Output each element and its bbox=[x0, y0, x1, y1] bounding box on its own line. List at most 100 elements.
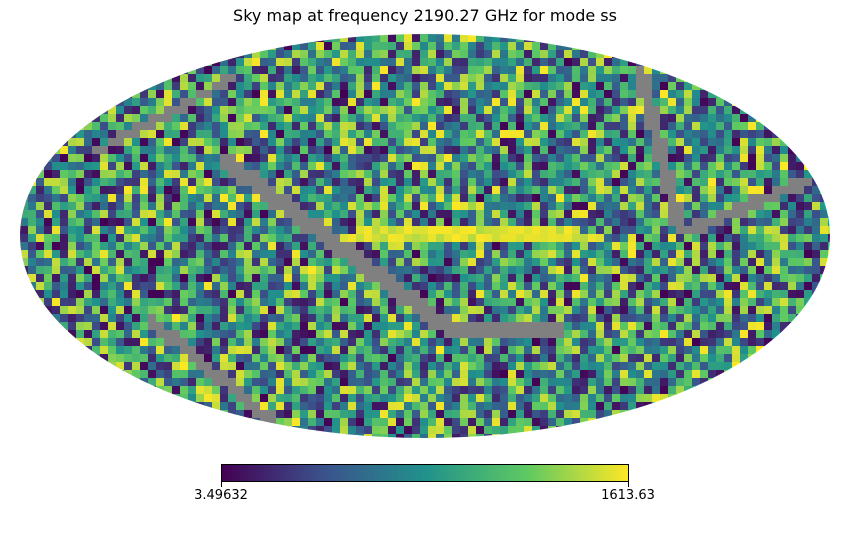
sky-pixel bbox=[548, 50, 557, 59]
sky-pixel bbox=[228, 122, 237, 131]
sky-pixel bbox=[124, 346, 133, 355]
sky-pixel bbox=[588, 170, 597, 179]
masked-pixel bbox=[356, 266, 365, 275]
masked-pixel bbox=[676, 218, 685, 227]
sky-pixel bbox=[396, 394, 405, 403]
sky-pixel bbox=[340, 170, 349, 179]
sky-pixel bbox=[612, 186, 621, 195]
sky-pixel bbox=[436, 346, 445, 355]
sky-pixel bbox=[276, 394, 285, 403]
sky-pixel bbox=[324, 258, 333, 267]
sky-pixel bbox=[340, 378, 349, 387]
sky-pixel bbox=[228, 322, 237, 331]
sky-pixel bbox=[740, 194, 749, 203]
sky-pixel bbox=[764, 242, 773, 251]
sky-pixel bbox=[516, 282, 525, 291]
sky-pixel bbox=[540, 266, 549, 275]
sky-pixel bbox=[372, 306, 381, 315]
sky-pixel bbox=[732, 354, 741, 363]
sky-pixel bbox=[492, 122, 501, 131]
sky-pixel bbox=[44, 274, 53, 283]
sky-pixel bbox=[244, 370, 253, 379]
sky-pixel bbox=[212, 330, 221, 339]
sky-pixel bbox=[340, 346, 349, 355]
sky-pixel bbox=[748, 234, 757, 243]
sky-pixel bbox=[396, 306, 405, 315]
sky-pixel bbox=[588, 138, 597, 147]
sky-pixel bbox=[204, 74, 213, 83]
sky-pixel bbox=[652, 250, 661, 259]
sky-pixel bbox=[292, 370, 301, 379]
sky-pixel bbox=[596, 90, 605, 99]
sky-pixel bbox=[324, 58, 333, 67]
sky-pixel bbox=[572, 202, 581, 211]
sky-pixel bbox=[668, 146, 677, 155]
sky-pixel bbox=[428, 106, 437, 115]
sky-pixel bbox=[444, 186, 453, 195]
sky-pixel bbox=[716, 122, 725, 131]
masked-pixel bbox=[428, 306, 437, 315]
sky-pixel bbox=[716, 202, 725, 211]
sky-pixel bbox=[420, 202, 429, 211]
sky-pixel bbox=[460, 258, 469, 267]
sky-pixel bbox=[628, 330, 637, 339]
sky-pixel bbox=[260, 66, 269, 75]
sky-pixel bbox=[140, 146, 149, 155]
sky-pixel bbox=[300, 362, 309, 371]
sky-pixel bbox=[708, 178, 717, 187]
sky-pixel bbox=[396, 378, 405, 387]
sky-pixel bbox=[332, 410, 341, 419]
sky-pixel bbox=[732, 322, 741, 331]
sky-pixel bbox=[100, 354, 109, 363]
colorbar-tick-max bbox=[628, 482, 629, 487]
sky-pixel bbox=[76, 330, 85, 339]
sky-pixel bbox=[412, 250, 421, 259]
sky-pixel bbox=[620, 210, 629, 219]
sky-pixel bbox=[572, 362, 581, 371]
masked-pixel bbox=[276, 194, 285, 203]
sky-pixel bbox=[428, 154, 437, 163]
sky-pixel bbox=[220, 122, 229, 131]
sky-pixel bbox=[60, 178, 69, 187]
sky-pixel bbox=[772, 202, 781, 211]
sky-pixel bbox=[548, 154, 557, 163]
sky-pixel bbox=[612, 354, 621, 363]
sky-pixel bbox=[508, 418, 517, 427]
sky-pixel bbox=[628, 210, 637, 219]
sky-pixel bbox=[316, 42, 325, 51]
sky-pixel bbox=[132, 186, 141, 195]
sky-pixel bbox=[540, 402, 549, 411]
sky-pixel bbox=[460, 50, 469, 59]
sky-pixel bbox=[756, 146, 765, 155]
sky-pixel bbox=[436, 378, 445, 387]
sky-pixel bbox=[396, 370, 405, 379]
sky-pixel bbox=[612, 290, 621, 299]
sky-pixel bbox=[180, 210, 189, 219]
sky-pixel bbox=[436, 138, 445, 147]
sky-pixel bbox=[780, 146, 789, 155]
sky-pixel bbox=[708, 370, 717, 379]
sky-pixel bbox=[68, 242, 77, 251]
sky-pixel bbox=[772, 338, 781, 347]
sky-pixel bbox=[276, 98, 285, 107]
sky-pixel bbox=[692, 122, 701, 131]
sky-pixel bbox=[476, 82, 485, 91]
sky-pixel bbox=[36, 162, 45, 171]
sky-pixel bbox=[652, 298, 661, 307]
sky-pixel bbox=[628, 266, 637, 275]
sky-pixel bbox=[300, 42, 309, 51]
sky-pixel bbox=[428, 354, 437, 363]
sky-pixel bbox=[564, 122, 573, 131]
sky-pixel bbox=[196, 258, 205, 267]
sky-pixel bbox=[292, 346, 301, 355]
sky-pixel bbox=[548, 298, 557, 307]
sky-pixel bbox=[620, 410, 629, 419]
sky-pixel bbox=[668, 378, 677, 387]
sky-pixel bbox=[540, 114, 549, 123]
sky-pixel bbox=[460, 242, 469, 251]
sky-pixel bbox=[492, 394, 501, 403]
masked-pixel bbox=[452, 330, 461, 339]
sky-pixel bbox=[236, 282, 245, 291]
sky-pixel bbox=[308, 146, 317, 155]
sky-pixel bbox=[420, 210, 429, 219]
